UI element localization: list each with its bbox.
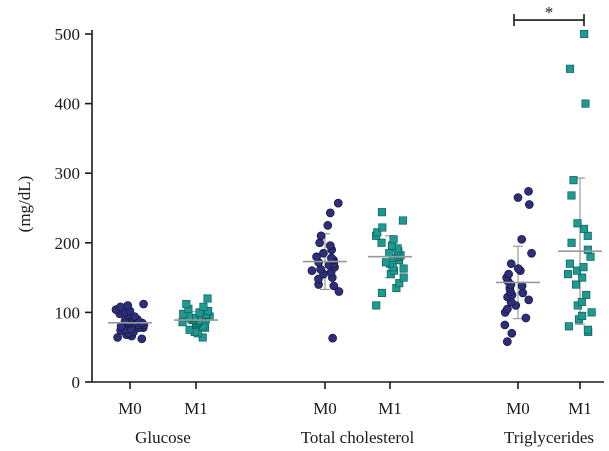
data-point: [565, 259, 574, 268]
data-point: [399, 264, 408, 273]
data-point: [377, 288, 387, 297]
data-point: [203, 294, 212, 303]
data-point: [500, 320, 510, 330]
data-point: [504, 269, 513, 279]
data-point: [579, 263, 588, 272]
data-point: [578, 311, 587, 320]
data-point: [385, 249, 394, 258]
group-label: Triglycerides: [504, 428, 594, 447]
data-point: [139, 299, 148, 309]
data-point: [372, 301, 381, 310]
data-point: [563, 270, 573, 279]
data-point: [506, 259, 516, 269]
data-point: [565, 64, 575, 73]
data-point: [567, 238, 576, 247]
data-point: [204, 306, 213, 316]
data-point: [378, 223, 387, 232]
data-point: [581, 99, 590, 108]
data-point: [524, 200, 534, 209]
data-point: [524, 186, 533, 196]
series-label: M0: [506, 399, 530, 418]
data-point: [398, 216, 407, 225]
data-point: [399, 273, 408, 282]
data-point: [137, 334, 147, 344]
data-point: [583, 325, 592, 334]
data-point: [381, 258, 391, 267]
data-point: [329, 281, 339, 291]
axis-labels: (mg/dL) Glucose M0 M1 Total cholesterol M0 M1 T…: [15, 176, 594, 447]
data-point: [319, 248, 328, 258]
y-axis-label: (mg/dL): [15, 176, 34, 233]
data-point: [521, 313, 531, 323]
data-point: [199, 302, 208, 311]
series-label: M1: [378, 399, 402, 418]
data-point: [580, 29, 589, 39]
group-label: Total cholesterol: [301, 428, 415, 447]
data-point: [569, 176, 578, 185]
data-point: [377, 238, 386, 247]
data-point: [579, 224, 589, 233]
data-point: [571, 280, 581, 289]
group-label: Glucose: [135, 428, 191, 447]
data-point: [567, 191, 576, 200]
significance-star: *: [545, 3, 554, 22]
data-point: [116, 302, 125, 312]
data-point: [123, 301, 133, 310]
data-points: [108, 29, 602, 346]
data-point: [389, 235, 398, 244]
data-point: [328, 333, 337, 343]
data-point: [373, 228, 382, 237]
y-tick-label: 500: [55, 25, 81, 44]
data-point: [577, 297, 586, 307]
data-point: [513, 264, 523, 273]
data-point: [513, 193, 523, 202]
y-tick-label: 0: [72, 373, 81, 392]
series-label: M0: [313, 399, 337, 418]
series-label: M1: [184, 399, 208, 418]
data-point: [316, 231, 326, 241]
annotations: *: [513, 3, 585, 27]
series-label: M1: [568, 399, 592, 418]
data-point: [198, 333, 207, 342]
series-label: M0: [118, 399, 142, 418]
data-point: [573, 219, 582, 228]
y-tick-label: 200: [55, 234, 81, 253]
data-point: [179, 309, 188, 318]
data-point: [325, 208, 335, 218]
data-point: [586, 252, 595, 261]
data-point: [307, 266, 317, 275]
y-tick-label: 400: [55, 95, 81, 114]
axes: 0 100 200 300 400 500: [55, 25, 604, 392]
data-point: [507, 328, 517, 338]
data-point: [583, 245, 592, 254]
data-point: [178, 318, 187, 327]
data-point: [583, 231, 592, 240]
data-point: [524, 295, 534, 305]
data-point: [323, 221, 333, 230]
data-point: [315, 238, 324, 248]
data-point: [377, 208, 387, 217]
data-point: [564, 322, 573, 331]
data-point: [517, 234, 527, 244]
data-point: [333, 198, 343, 208]
data-point: [395, 279, 404, 288]
data-point: [325, 241, 335, 250]
y-tick-label: 100: [55, 303, 81, 322]
data-point: [185, 325, 194, 334]
data-point: [502, 337, 512, 346]
data-point: [312, 252, 321, 262]
data-point: [334, 287, 344, 296]
data-point: [582, 290, 591, 300]
data-point: [182, 299, 191, 309]
data-point: [527, 248, 536, 258]
data-point: [587, 308, 596, 317]
y-tick-label: 300: [55, 164, 81, 183]
data-point: [503, 304, 512, 314]
data-point: [578, 273, 587, 282]
